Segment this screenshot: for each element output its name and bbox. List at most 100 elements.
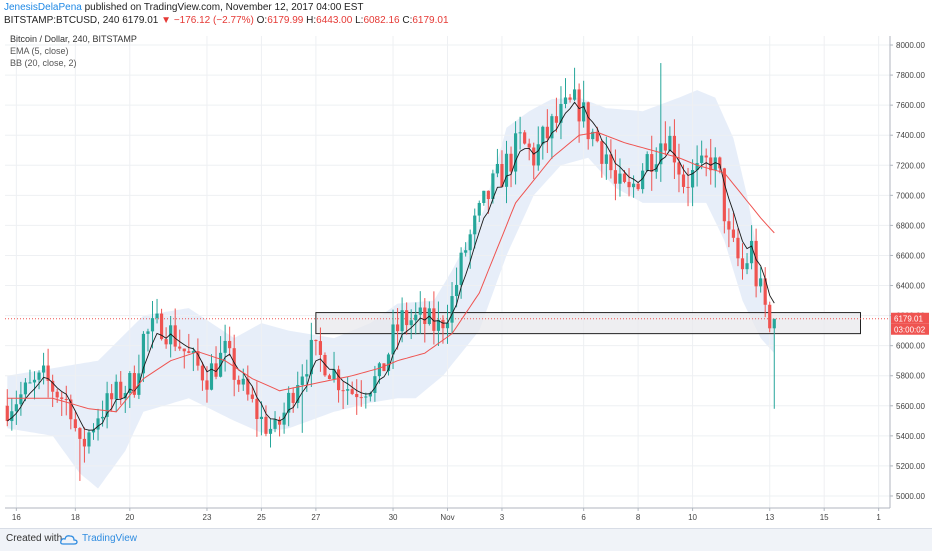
candle-body [704, 155, 708, 158]
candle-body [232, 348, 236, 380]
candle-body [441, 319, 445, 329]
candle-body [132, 373, 136, 395]
candle-body [377, 363, 382, 377]
candle-body [700, 155, 704, 163]
candle-body [223, 340, 227, 353]
candle-body [686, 186, 690, 188]
price-tick-label: 5400.00 [896, 432, 925, 441]
candle-body [51, 380, 55, 392]
price-tick-label: 6600.00 [896, 251, 925, 260]
candle-body [214, 363, 218, 377]
candle-body [182, 348, 186, 352]
candle-body [273, 419, 277, 429]
footer-bar: Created with TradingView [0, 528, 932, 551]
candle-body [459, 252, 463, 285]
ohlc-line: BITSTAMP:BTCUSD, 240 6179.01 ▼ −176.12 (… [4, 15, 449, 26]
candle-body [731, 229, 736, 238]
candle-body [296, 385, 300, 403]
candle-body [19, 394, 23, 405]
chart-grid [5, 36, 890, 508]
candle-body [373, 376, 377, 393]
high-label: H: [306, 15, 317, 26]
candle-body [532, 147, 536, 166]
bb-area [7, 90, 775, 489]
candle-body [314, 339, 318, 342]
candle-body [500, 164, 504, 187]
candle-body [486, 190, 490, 200]
candles [5, 63, 776, 481]
bollinger-band-fill [7, 90, 775, 489]
candle-body [527, 143, 531, 148]
candle-body [473, 215, 477, 235]
candle-body [432, 308, 436, 331]
candle-body [495, 164, 500, 174]
price-tick-label: 8000.00 [896, 41, 925, 50]
price-axis[interactable]: 5000.00 5200.00 5400.00 5600.00 5800.00 6000.… [889, 36, 925, 508]
candle-body [509, 153, 513, 172]
time-tick-label: 20 [125, 513, 134, 522]
legend-bb[interactable]: BB (20, close, 2) [10, 58, 77, 68]
created-with-label: Created with [6, 533, 63, 544]
time-tick-label: 3 [500, 513, 505, 522]
tradingview-brand-link[interactable]: TradingView [82, 533, 138, 544]
legend-ema[interactable]: EMA (5, close) [10, 46, 69, 56]
candle-body [405, 310, 409, 326]
candle-body [264, 416, 268, 434]
candle-body [300, 376, 304, 386]
price-tick-label: 6000.00 [896, 342, 925, 351]
time-tick-label: 13 [765, 513, 774, 522]
publish-info: published on TradingView.com, November 1… [84, 2, 364, 13]
close-value: 6179.01 [412, 15, 449, 26]
candle-body [659, 143, 663, 165]
candle-body [554, 116, 559, 123]
candle-body [400, 310, 404, 332]
last-price: 6179.01 [122, 15, 159, 26]
candle-body [450, 296, 454, 323]
candle-body [663, 143, 667, 151]
candle-body [164, 339, 168, 345]
candle-body [141, 333, 146, 374]
price-chart[interactable]: 5000.00 5200.00 5400.00 5600.00 5800.00 6000.… [0, 28, 932, 528]
candle-body [359, 397, 363, 399]
candle-body [772, 318, 776, 329]
candle-body [305, 374, 309, 377]
candle-body [609, 154, 613, 171]
time-tick-label: 10 [688, 513, 697, 522]
candle-body [10, 411, 14, 422]
candle-body [618, 173, 622, 184]
candle-body [87, 432, 91, 447]
candle-body [277, 419, 282, 425]
candle-body [631, 183, 636, 188]
ema-line [7, 101, 775, 431]
candle-body [545, 126, 549, 139]
candle-body [37, 372, 41, 380]
symbol-label: BITSTAMP:BTCUSD, 240 [4, 15, 120, 26]
candle-body [650, 154, 654, 172]
candle-body [350, 389, 354, 394]
candle-body [200, 365, 205, 381]
candle-body [577, 89, 581, 122]
price-change: −176.12 (−2.77%) [173, 15, 254, 26]
legend-title: Bitcoin / Dollar, 240, BITSTAMP [10, 34, 137, 44]
time-tick-label: 23 [203, 513, 212, 522]
candle-body [159, 313, 164, 340]
time-tick-label: 30 [389, 513, 398, 522]
candle-body [582, 102, 586, 122]
candle-body [246, 378, 250, 395]
chart-header: JenesisDelaPena published on TradingView… [0, 0, 932, 28]
author-link[interactable]: JenesisDelaPena [4, 2, 82, 13]
open-value: 6179.99 [267, 15, 304, 26]
candle-body [504, 153, 509, 187]
candle-body [368, 392, 372, 397]
candle-body [709, 157, 713, 171]
candle-body [468, 234, 472, 251]
candle-body [128, 373, 132, 393]
candle-body [768, 304, 772, 329]
price-tick-label: 6800.00 [896, 221, 925, 230]
candle-body [150, 318, 155, 332]
candle-body [41, 365, 46, 373]
time-axis[interactable]: 16 18 20 23 25 27 30 Nov 3 6 8 10 13 15 1 [5, 507, 890, 522]
candle-body [572, 89, 577, 100]
candle-body [386, 354, 391, 372]
candle-body [727, 221, 731, 230]
